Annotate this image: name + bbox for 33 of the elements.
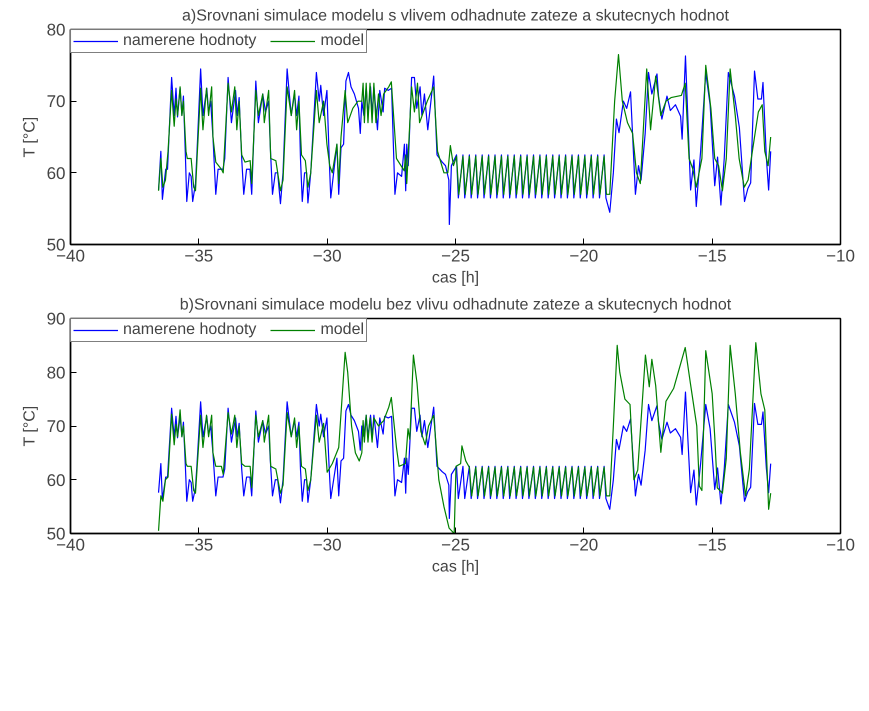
- x-tick-label: −15: [698, 536, 727, 554]
- line-series: [158, 342, 772, 534]
- y-axis-title: T [°C]: [22, 406, 39, 447]
- x-tick-label: −35: [184, 246, 214, 266]
- x-tick-label: −25: [441, 536, 470, 554]
- y-tick-label: 60: [46, 164, 66, 183]
- legend-label: namerene hodnoty: [123, 321, 256, 339]
- y-tick-label: 80: [46, 20, 66, 40]
- x-tick-label: −30: [312, 246, 342, 266]
- legend-label: model: [320, 32, 364, 50]
- x-tick-label: −10: [826, 536, 855, 554]
- y-tick-label: 60: [46, 470, 66, 490]
- x-tick-label: −10: [826, 246, 855, 266]
- y-tick-label: 80: [46, 363, 66, 382]
- line-series: [158, 54, 772, 195]
- y-tick-label: 70: [46, 92, 66, 112]
- chart-title: b)Srovnani simulace modelu bez vlivu odhadnute zateze a skutecnych hodnot: [180, 296, 732, 314]
- line-series: [158, 55, 772, 226]
- legend-label: namerene hodnoty: [123, 32, 256, 50]
- x-tick-label: −20: [569, 536, 598, 554]
- x-axis-title: cas [h]: [432, 558, 480, 576]
- x-tick-label: −25: [441, 246, 470, 266]
- legend-label: model: [320, 321, 364, 339]
- y-tick-label: 70: [46, 417, 66, 436]
- x-tick-label: −15: [698, 246, 727, 266]
- x-tick-label: −35: [184, 536, 214, 554]
- x-tick-label: −30: [312, 536, 342, 554]
- x-axis-title: cas [h]: [432, 270, 480, 286]
- y-tick-label: 90: [46, 310, 66, 328]
- x-tick-label: −20: [569, 246, 598, 266]
- chart-title: a)Srovnani simulace modelu s vlivem odhadnute zateze a skutecnych hodnot: [182, 8, 730, 24]
- line-series: [158, 392, 772, 520]
- y-axis-title: T [°C]: [22, 116, 39, 158]
